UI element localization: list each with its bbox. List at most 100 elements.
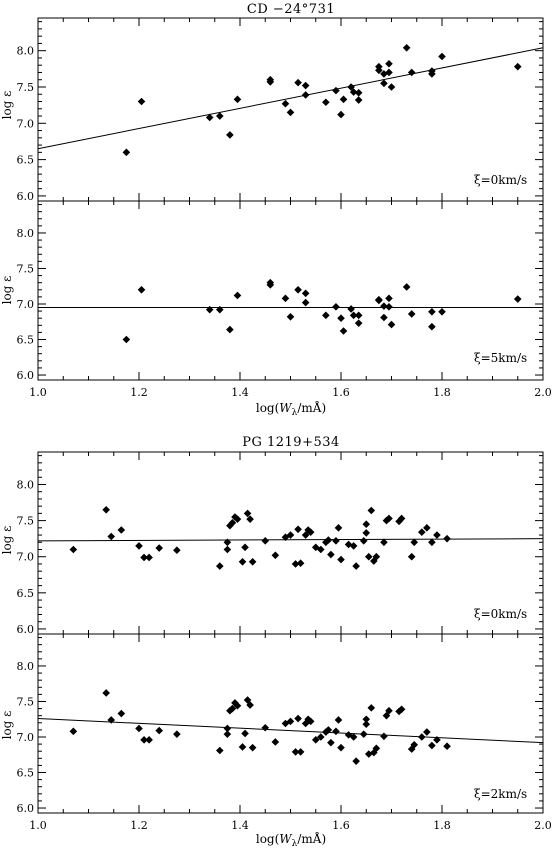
panel-2-xticks: 1.0 1.2 1.4 1.6 1.8 2.0 (29, 201, 552, 399)
panel-1-points (122, 43, 522, 157)
y-tick-label: 7.0 (17, 551, 35, 564)
data-point (226, 325, 234, 334)
x-tick-label: 1.2 (130, 819, 148, 832)
data-point (352, 562, 360, 570)
data-point (337, 743, 345, 752)
data-point (135, 724, 143, 733)
data-point (387, 83, 396, 91)
data-point (145, 553, 153, 562)
data-point (397, 514, 406, 523)
data-point (418, 528, 426, 536)
data-point (155, 544, 163, 552)
panel-4: 1.0 1.2 1.4 1.6 1.8 2.0 6.0 6.5 7.0 7.5 8.0 log ε… (0, 633, 552, 849)
data-point (359, 537, 368, 545)
data-point (286, 108, 295, 117)
data-point (332, 303, 340, 311)
data-point (375, 62, 383, 71)
data-point (266, 278, 275, 287)
data-point (216, 305, 224, 314)
panel-2-yticks: 6.0 6.5 7.0 7.5 8.0 (17, 204, 543, 382)
data-point (301, 289, 310, 298)
panel-2-points (122, 278, 522, 344)
data-point (349, 542, 358, 550)
data-point (238, 557, 247, 566)
y-tick-label: 7.0 (17, 731, 35, 744)
panel-3-annotation: ξ=0km/s (474, 607, 527, 621)
data-point (410, 538, 419, 547)
data-point (301, 81, 310, 90)
data-point (380, 538, 388, 547)
y-tick-label: 7.5 (17, 695, 35, 708)
data-point (428, 67, 436, 75)
x-tick-label: 1.8 (433, 819, 451, 832)
data-point (301, 531, 310, 539)
data-point (233, 291, 242, 300)
data-point (306, 528, 315, 536)
data-point (407, 552, 416, 561)
y-tick-label: 6.5 (17, 334, 35, 347)
data-point (337, 314, 345, 323)
data-point (324, 536, 333, 544)
panel-1-xticks (37, 18, 544, 201)
data-point (223, 730, 232, 738)
data-point (375, 295, 383, 304)
y-tick-label: 6.0 (17, 369, 35, 382)
data-point (433, 531, 441, 539)
data-point (261, 723, 270, 732)
data-point (385, 514, 393, 523)
data-point (397, 705, 406, 714)
data-point (380, 70, 388, 78)
data-point (347, 305, 355, 313)
data-point (322, 311, 330, 320)
data-point (443, 742, 451, 751)
data-point (140, 553, 148, 562)
panel-2-xlabel: log(Wλ/mÅ) (256, 400, 326, 418)
data-point (334, 524, 343, 532)
data-point (349, 733, 358, 741)
data-point (407, 745, 416, 753)
data-point (402, 43, 411, 52)
data-point (286, 717, 295, 726)
y-tick-label: 8.0 (17, 479, 35, 492)
panel-2-annotation: ξ=5km/s (474, 351, 527, 365)
data-point (402, 283, 411, 291)
data-point (107, 532, 116, 541)
data-point (296, 748, 305, 756)
data-point (122, 335, 131, 344)
data-point (387, 320, 396, 329)
panel-3-points (69, 505, 451, 570)
data-point (145, 736, 153, 744)
data-point (317, 545, 325, 554)
data-point (140, 736, 148, 744)
data-point (281, 719, 290, 728)
data-point (322, 98, 330, 107)
data-point (332, 86, 340, 95)
data-point (339, 327, 348, 335)
panel-3-yticks: 6.0 6.5 7.0 7.5 8.0 (17, 455, 543, 636)
data-point (438, 52, 446, 61)
data-point (296, 559, 305, 568)
data-point (233, 701, 242, 710)
data-point (438, 308, 446, 316)
data-point (372, 744, 381, 753)
data-point (286, 531, 295, 539)
panel-3-frame (37, 451, 544, 635)
panel-1-title: CD −24°731 (247, 2, 335, 17)
panel-2: 1.0 1.2 1.4 1.6 1.8 2.0 6.0 6.5 7.0 7.5 8.0 log ε… (0, 200, 552, 418)
data-point (155, 726, 163, 735)
data-point (248, 743, 257, 752)
data-point (410, 741, 419, 749)
data-point (428, 322, 436, 331)
x-tick-label: 1.6 (332, 386, 350, 399)
data-point (301, 298, 310, 307)
data-point (364, 552, 373, 561)
data-point (241, 729, 249, 738)
data-point (349, 311, 358, 320)
panel-1-yticks: 6.0 6.5 7.0 7.5 8.0 (17, 21, 543, 203)
data-point (385, 59, 393, 68)
data-point (243, 509, 252, 518)
panel-3-xticks (37, 452, 544, 634)
data-point (311, 736, 320, 744)
data-point (246, 701, 254, 709)
